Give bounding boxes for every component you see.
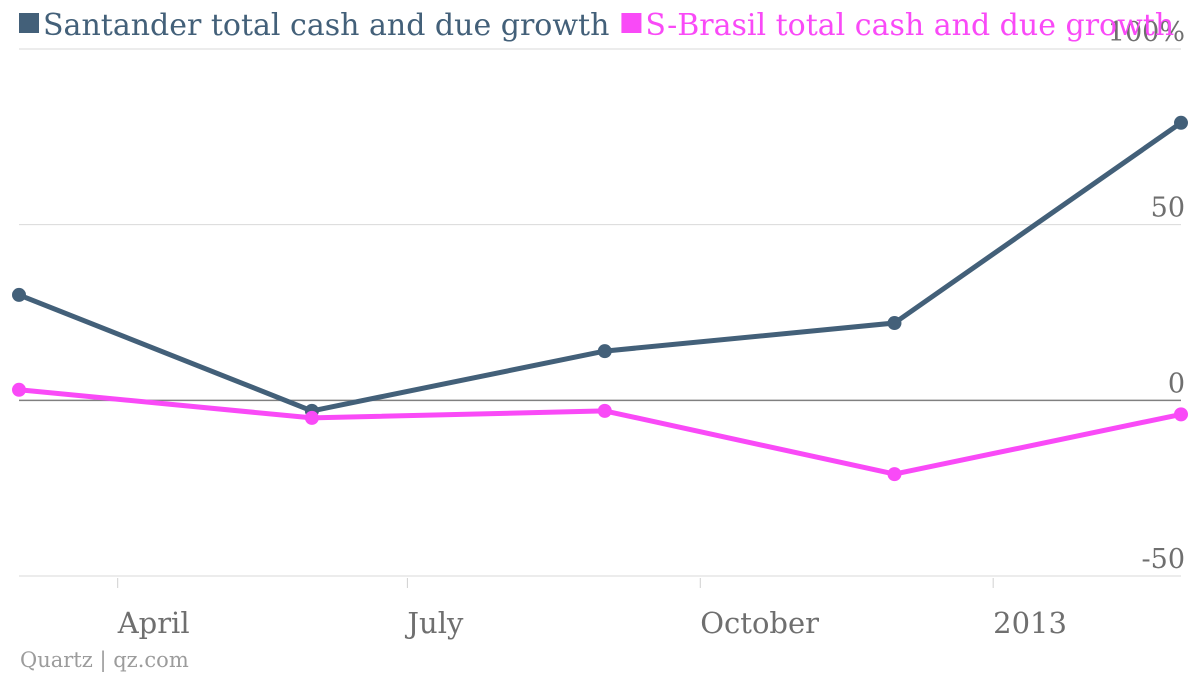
data-point: [304, 410, 319, 425]
series-1: [12, 115, 1188, 418]
legend-swatch: [621, 13, 642, 33]
data-point: [887, 467, 902, 482]
x-tick-label: April: [117, 606, 190, 640]
data-point: [887, 316, 902, 331]
y-tick-label: -50: [1142, 544, 1185, 575]
y-tick-label: 100%: [1108, 17, 1185, 48]
y-tick-label: 0: [1168, 368, 1185, 399]
series-line: [16, 387, 1184, 477]
data-point: [1174, 407, 1188, 422]
x-tick-label: October: [700, 606, 819, 640]
data-point: [597, 344, 612, 359]
legend: Santander total cash and due growth S-Bra…: [19, 8, 1174, 43]
legend-label: Santander total cash and due growth: [43, 8, 609, 43]
legend-swatch: [19, 13, 39, 33]
x-tick-label: July: [404, 606, 464, 640]
gridlines: [19, 48, 1181, 577]
legend-label: S-Brasil total cash and due growth: [645, 8, 1174, 43]
data-point: [1174, 115, 1188, 130]
data-point: [597, 403, 612, 418]
series-lines: [12, 115, 1188, 482]
data-point: [12, 382, 26, 397]
y-axis: 100% 50 0 -50: [1108, 17, 1185, 575]
x-axis: April July October 2013: [117, 578, 1067, 640]
source-credit: Quartz | qz.com: [20, 648, 189, 673]
x-tick-label: 2013: [993, 606, 1067, 640]
data-point: [12, 287, 26, 302]
series-2: [12, 382, 1188, 482]
series-line: [16, 120, 1184, 414]
y-tick-label: 50: [1151, 193, 1185, 224]
